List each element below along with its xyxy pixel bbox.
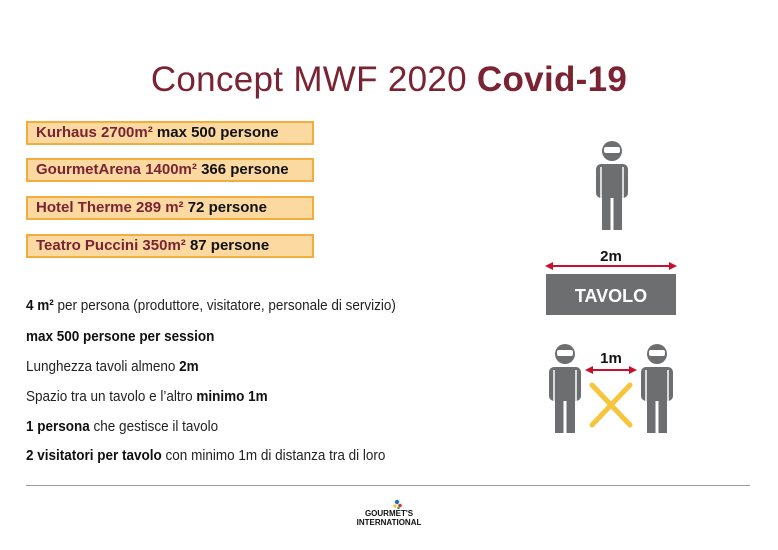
venue-name: Teatro Puccini 350m² xyxy=(36,237,186,254)
staff-person-icon xyxy=(595,140,629,231)
logo-line2: INTERNATIONAL xyxy=(356,518,422,527)
venue-name: GourmetArena 1400m² xyxy=(36,161,197,178)
rule-table-spacing: Spazio tra un tavolo e l’altro minimo 1m xyxy=(26,388,268,405)
rule-text: per persona (produttore, visitatore, per… xyxy=(53,297,396,314)
rule-text: che gestisce il tavolo xyxy=(89,418,219,435)
rule-bold: 2m xyxy=(179,358,199,375)
rule-bold: 1 persona xyxy=(26,418,90,435)
distance-label: 1m xyxy=(600,350,622,367)
venue-capacity: 366 persone xyxy=(201,161,289,178)
visitor-right-icon xyxy=(640,343,674,434)
venue-capacity: 87 persone xyxy=(189,237,270,254)
rule-text: Lunghezza tavoli almeno xyxy=(26,358,180,375)
divider xyxy=(26,485,750,486)
venue-name: Kurhaus 2700m² xyxy=(36,124,153,141)
rule-text: Spazio tra un tavolo e l’altro xyxy=(26,388,197,405)
table-width-arrow xyxy=(545,262,677,270)
table-label: TAVOLO xyxy=(575,286,647,306)
rule-bold: 4 m² xyxy=(26,297,54,314)
rule-area-per-person: 4 m² per persona (produttore, visitatore… xyxy=(26,297,396,314)
venue-gourmetarena: GourmetArena 1400m² 366 persone xyxy=(26,158,314,182)
venue-name: Hotel Therme 289 m² xyxy=(36,199,184,216)
rule-max-session: max 500 persone per session xyxy=(26,328,214,345)
venue-capacity: 72 persone xyxy=(187,199,267,216)
rule-visitors-per-table: 2 visitatori per tavolo con minimo 1m di… xyxy=(26,447,385,464)
logo-dots-icon xyxy=(393,499,402,509)
rule-staff-per-table: 1 persona che gestisce il tavolo xyxy=(26,418,218,435)
table-width-label: 2m xyxy=(600,248,622,265)
rule-bold: 2 visitatori per tavolo xyxy=(26,447,162,464)
cross-icon xyxy=(589,382,633,428)
distance-arrow xyxy=(585,366,637,374)
venue-capacity: max 500 persone xyxy=(156,124,279,141)
rule-text: con minimo 1m di distanza tra di loro xyxy=(161,447,386,464)
venue-hotel-therme: Hotel Therme 289 m² 72 persone xyxy=(26,196,314,220)
visitor-left-icon xyxy=(548,343,582,434)
venue-kurhaus: Kurhaus 2700m² max 500 persone xyxy=(26,121,314,145)
rule-bold: minimo 1m xyxy=(196,388,268,405)
rule-table-length: Lunghezza tavoli almeno 2m xyxy=(26,358,199,375)
table-rect xyxy=(546,274,676,315)
page-title: Concept MWF 2020 Covid-19 xyxy=(0,60,778,100)
rule-bold: max 500 persone per session xyxy=(26,328,215,345)
title-light: Concept MWF 2020 xyxy=(150,60,467,99)
logo-line1: GOURMET'S xyxy=(364,509,414,518)
title-bold: Covid-19 xyxy=(476,60,628,99)
venue-teatro-puccini: Teatro Puccini 350m² 87 persone xyxy=(26,234,314,258)
gourmets-international-logo: GOURMET'S INTERNATIONAL xyxy=(349,499,429,529)
